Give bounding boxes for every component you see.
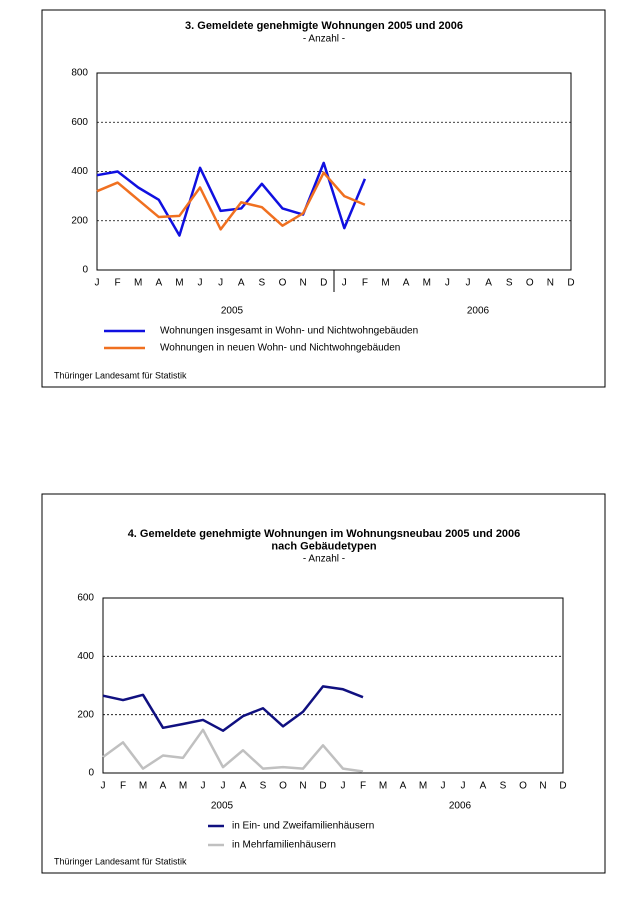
x-tick-label: F [120, 781, 126, 792]
x-tick-label: A [485, 278, 492, 289]
x-tick-label: A [155, 278, 162, 289]
x-tick-label: J [341, 781, 346, 792]
chart-subtitle: - Anzahl - [303, 554, 345, 565]
chart-title: 3. Gemeldete genehmigte Wohnungen 2005 u… [185, 20, 463, 32]
x-tick-label: J [95, 278, 100, 289]
y-tick-label: 400 [71, 166, 88, 177]
x-tick-label: J [218, 278, 223, 289]
year-label: 2005 [221, 306, 244, 317]
x-tick-label: F [360, 781, 366, 792]
x-tick-label: S [500, 781, 507, 792]
x-tick-label: J [441, 781, 446, 792]
x-tick-label: A [403, 278, 410, 289]
x-tick-label: S [259, 278, 266, 289]
series-line [102, 728, 364, 773]
chart-title: 4. Gemeldete genehmigte Wohnungen im Woh… [128, 528, 521, 540]
legend-label: in Mehrfamilienhäusern [232, 840, 336, 851]
year-label: 2006 [467, 306, 490, 317]
x-tick-label: D [559, 781, 566, 792]
y-tick-label: 200 [77, 709, 94, 720]
x-tick-label: M [419, 781, 427, 792]
x-tick-label: D [319, 781, 326, 792]
source-note: Thüringer Landesamt für Statistik [54, 856, 187, 866]
y-tick-label: 0 [88, 768, 94, 779]
x-tick-label: F [362, 278, 368, 289]
x-tick-label: M [381, 278, 389, 289]
y-tick-label: 0 [82, 265, 88, 276]
x-tick-label: J [465, 278, 470, 289]
x-tick-label: A [240, 781, 247, 792]
x-tick-label: J [461, 781, 466, 792]
chart-title: nach Gebäudetypen [271, 540, 376, 552]
x-tick-label: S [260, 781, 267, 792]
series-line [102, 685, 364, 732]
x-tick-label: A [480, 781, 487, 792]
x-tick-label: M [179, 781, 187, 792]
series-line [96, 161, 367, 237]
y-tick-label: 200 [71, 215, 88, 226]
y-tick-label: 800 [71, 68, 88, 79]
x-tick-label: M [134, 278, 142, 289]
x-tick-label: M [379, 781, 387, 792]
y-tick-label: 600 [77, 593, 94, 604]
x-tick-label: J [221, 781, 226, 792]
x-tick-label: S [506, 278, 513, 289]
x-tick-label: F [115, 278, 121, 289]
x-tick-label: J [201, 781, 206, 792]
x-tick-label: O [279, 781, 287, 792]
chart-frame [41, 9, 606, 388]
source-note: Thüringer Landesamt für Statistik [54, 370, 187, 380]
x-tick-label: A [160, 781, 167, 792]
chart-subtitle: - Anzahl - [303, 34, 345, 45]
series-line [96, 171, 366, 231]
x-tick-label: D [320, 278, 327, 289]
x-tick-label: M [139, 781, 147, 792]
x-tick-label: O [279, 278, 287, 289]
x-tick-label: O [526, 278, 534, 289]
legend-label: Wohnungen insgesamt in Wohn- und Nichtwo… [160, 326, 418, 337]
x-tick-label: O [519, 781, 527, 792]
y-tick-label: 600 [71, 117, 88, 128]
x-tick-label: A [400, 781, 407, 792]
x-tick-label: N [299, 781, 306, 792]
plot-frame [102, 597, 564, 774]
x-tick-label: J [342, 278, 347, 289]
x-tick-label: D [567, 278, 574, 289]
chart-frame [41, 493, 606, 874]
x-tick-label: M [423, 278, 431, 289]
x-tick-label: J [445, 278, 450, 289]
year-label: 2005 [211, 801, 234, 812]
x-tick-label: N [547, 278, 554, 289]
y-tick-label: 400 [77, 651, 94, 662]
legend-label: in Ein- und Zweifamilienhäusern [232, 821, 374, 832]
x-tick-label: M [175, 278, 183, 289]
x-tick-label: J [101, 781, 106, 792]
x-tick-label: A [238, 278, 245, 289]
x-tick-label: J [198, 278, 203, 289]
x-tick-label: N [539, 781, 546, 792]
legend-label: Wohnungen in neuen Wohn- und Nichtwohnge… [160, 343, 400, 354]
x-tick-label: N [299, 278, 306, 289]
year-label: 2006 [449, 801, 472, 812]
